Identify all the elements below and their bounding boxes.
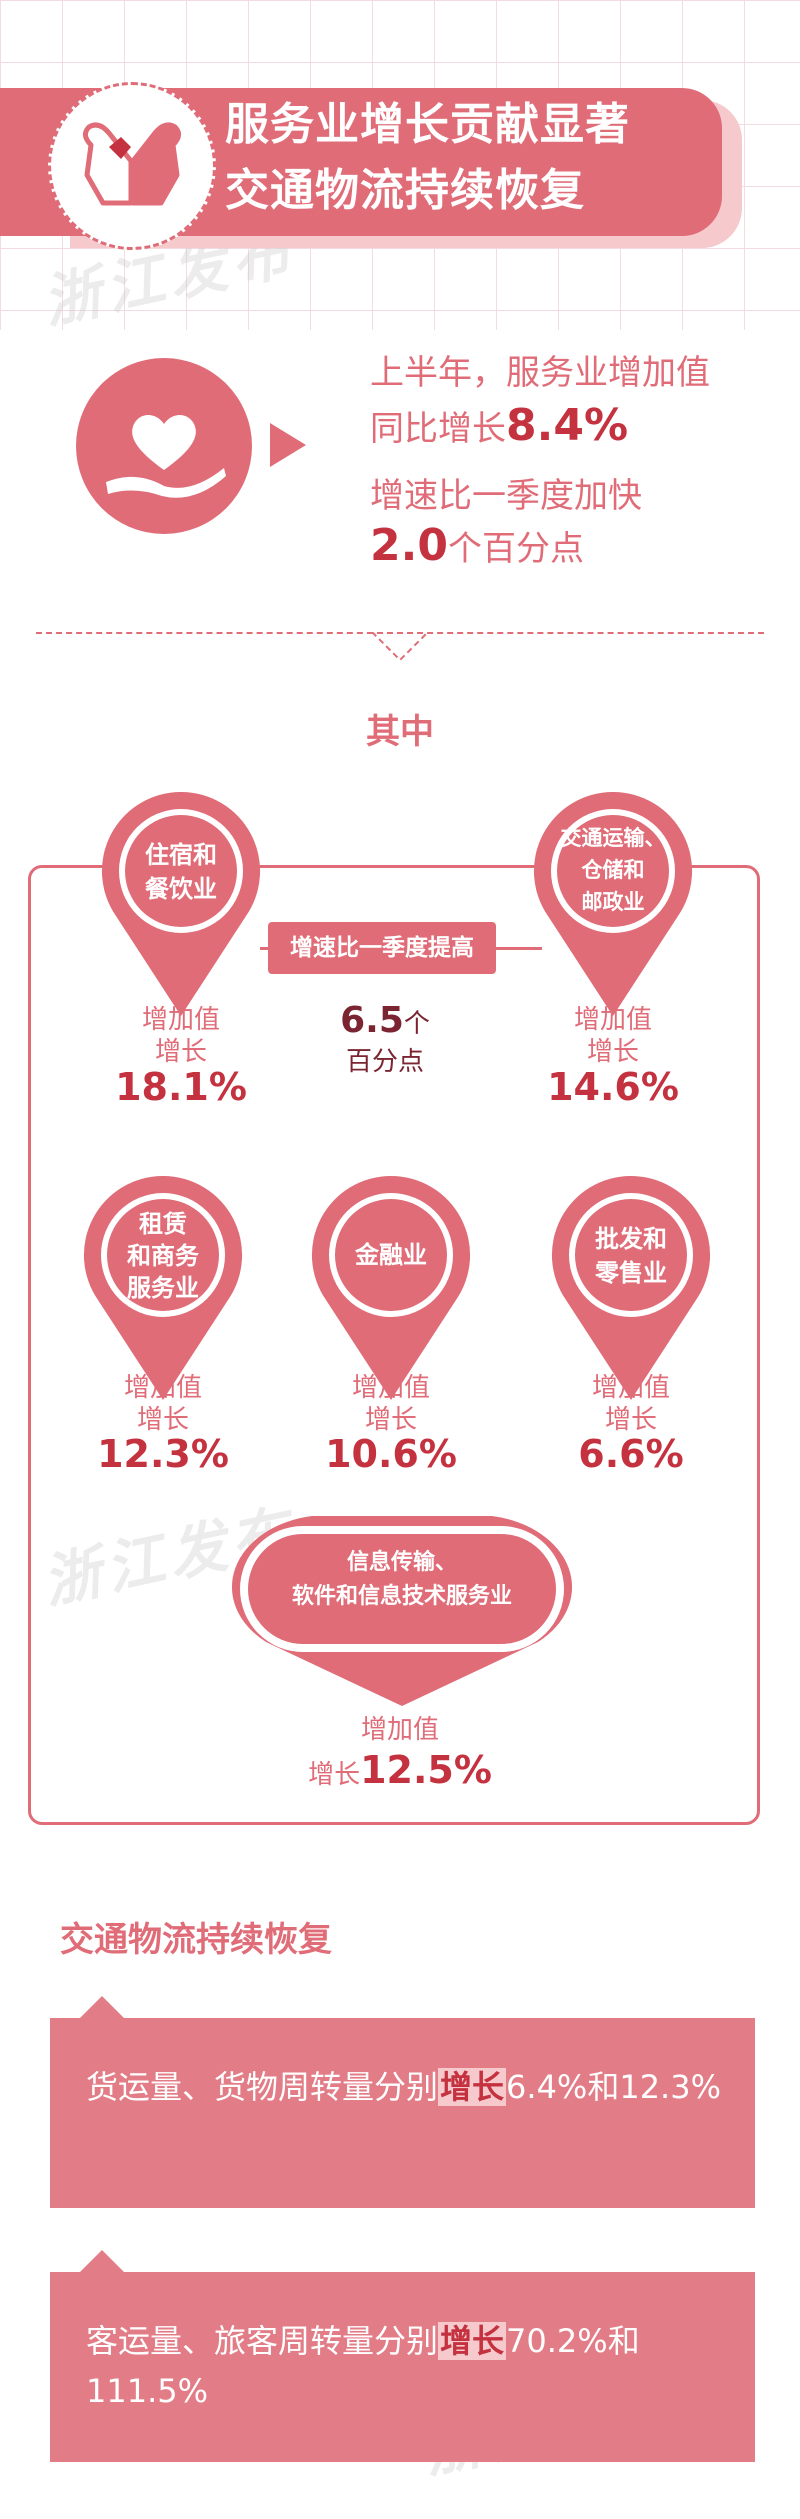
pin-marker-icon bbox=[83, 1176, 243, 1400]
page-title: 服务业增长贡献显著 交通物流持续恢复 bbox=[225, 92, 630, 224]
summary-line-1: 上半年，服务业增加值 bbox=[370, 353, 710, 393]
banner-unit-2: 百分点 bbox=[345, 1047, 424, 1077]
section-label: 其中 bbox=[366, 712, 434, 752]
passenger-prefix: 客运量、旅客周转量分别 bbox=[86, 2322, 439, 2360]
industry-name-line: 服务业 bbox=[127, 1274, 199, 1302]
banner-number: 6.5 bbox=[340, 1000, 404, 1041]
industry-name-line: 住宿和 bbox=[145, 841, 217, 869]
industry-name-6: 信息传输、 软件和信息技术服务业 bbox=[250, 1546, 554, 1614]
industry-label-6: 增加值 bbox=[360, 1715, 439, 1745]
pin-marker-icon bbox=[533, 791, 693, 1016]
value-label: 增长 bbox=[308, 1760, 361, 1790]
pin-marker-icon bbox=[101, 791, 261, 1016]
industry-value-1: 18.1% bbox=[115, 1065, 247, 1109]
divider-chevron-icon bbox=[371, 632, 429, 662]
industry-name-line: 批发和 bbox=[595, 1225, 667, 1253]
summary-line-2: 同比增长8.4% bbox=[370, 400, 628, 451]
value-label: 增长 bbox=[586, 1037, 639, 1067]
industry-label-3: 增加值 增长 bbox=[82, 1372, 244, 1436]
industry-value-3: 12.3% bbox=[97, 1432, 229, 1476]
heart-hand-icon bbox=[106, 415, 226, 498]
industry-label-2: 增加值 增长 bbox=[532, 1004, 694, 1068]
freight-box bbox=[50, 2018, 755, 2208]
summary-line-4: 2.0个百分点 bbox=[370, 520, 584, 571]
industry-name-3: 租赁 和商务 服务业 bbox=[92, 1208, 234, 1304]
summary-arrow bbox=[270, 423, 306, 467]
value-label: 增加值 bbox=[141, 1005, 220, 1035]
passenger-values: 70.2%和111.5% bbox=[86, 2322, 640, 2410]
freight-prefix: 货运量、货物周转量分别 bbox=[86, 2068, 439, 2106]
summary-line-3: 增速比一季度加快 bbox=[370, 476, 642, 516]
value-label: 增加值 bbox=[591, 1373, 670, 1403]
passenger-box bbox=[50, 2272, 755, 2462]
passenger-text: 客运量、旅客周转量分别增长70.2%和111.5% bbox=[86, 2316, 736, 2416]
value-label: 增长 bbox=[364, 1405, 417, 1435]
industry-name-5: 批发和 零售业 bbox=[560, 1222, 702, 1290]
value-label: 增加值 bbox=[573, 1005, 652, 1035]
summary-growth-value: 8.4% bbox=[506, 400, 629, 451]
industry-value-4: 10.6% bbox=[325, 1432, 457, 1476]
value-label: 增长 bbox=[136, 1405, 189, 1435]
industry-name-line: 邮政业 bbox=[581, 890, 645, 914]
freight-text: 货运量、货物周转量分别增长6.4%和12.3% bbox=[86, 2062, 736, 2112]
industry-name-line: 餐饮业 bbox=[145, 875, 217, 903]
industry-name-line: 仓储和 bbox=[581, 858, 645, 882]
value-label: 增加值 bbox=[123, 1373, 202, 1403]
summary-growth-label: 同比增长 bbox=[370, 409, 506, 449]
industry-name-line: 软件和信息技术服务业 bbox=[291, 1584, 512, 1609]
value-label: 增加值 bbox=[351, 1373, 430, 1403]
wide-pin-marker-icon bbox=[231, 1516, 573, 1706]
industry-value-6: 12.5% bbox=[360, 1748, 492, 1792]
industry-name-line: 交通运输、 bbox=[560, 826, 666, 850]
dashed-divider bbox=[36, 632, 764, 634]
industry-name-line: 和商务 bbox=[127, 1242, 199, 1270]
box-notch bbox=[80, 2250, 124, 2272]
summary-accel-unit: 个百分点 bbox=[447, 529, 584, 569]
industry-value-5: 6.6% bbox=[578, 1432, 684, 1476]
value-label: 增长 bbox=[604, 1405, 657, 1435]
box-notch bbox=[80, 1996, 124, 2018]
value-label: 增长 bbox=[154, 1037, 207, 1067]
industry-name-line: 租赁 bbox=[139, 1210, 187, 1238]
heart-hands-icon bbox=[83, 122, 181, 206]
industry-name-line: 信息传输、 bbox=[346, 1550, 457, 1575]
industry-label-4: 增加值 增长 bbox=[310, 1372, 472, 1436]
header-icon-circle bbox=[48, 82, 216, 250]
industries-frame bbox=[28, 865, 760, 1825]
industry-value-6-row: 增长12.5% bbox=[280, 1748, 520, 1792]
industry-value-2: 14.6% bbox=[547, 1065, 679, 1109]
industry-name-4: 金融业 bbox=[320, 1238, 462, 1272]
industry-name-line: 金融业 bbox=[355, 1241, 427, 1269]
pin-marker-icon bbox=[311, 1176, 471, 1400]
title-line-1: 服务业增长贡献显著 bbox=[225, 99, 630, 150]
industry-name-1: 住宿和 餐饮业 bbox=[110, 838, 252, 906]
banner-value: 6.5个 百分点 bbox=[300, 1000, 470, 1078]
transport-section-title: 交通物流持续恢复 bbox=[60, 1920, 332, 1960]
industry-name-line: 零售业 bbox=[595, 1259, 667, 1287]
pin-marker-icon bbox=[551, 1176, 711, 1400]
freight-highlight: 增长 bbox=[438, 2068, 507, 2106]
title-line-2: 交通物流持续恢复 bbox=[225, 165, 585, 216]
industry-label-5: 增加值 增长 bbox=[550, 1372, 712, 1436]
industry-label-1: 增加值 增长 bbox=[100, 1004, 262, 1068]
banner-label: 增速比一季度提高 bbox=[268, 922, 496, 974]
summary-icon-circle bbox=[76, 358, 252, 534]
summary-accel-value: 2.0 bbox=[370, 520, 448, 571]
passenger-highlight: 增长 bbox=[438, 2322, 507, 2360]
industry-name-2: 交通运输、 仓储和 邮政业 bbox=[538, 822, 688, 918]
freight-values: 6.4%和12.3% bbox=[506, 2068, 721, 2106]
banner-unit: 个 bbox=[403, 1009, 430, 1039]
